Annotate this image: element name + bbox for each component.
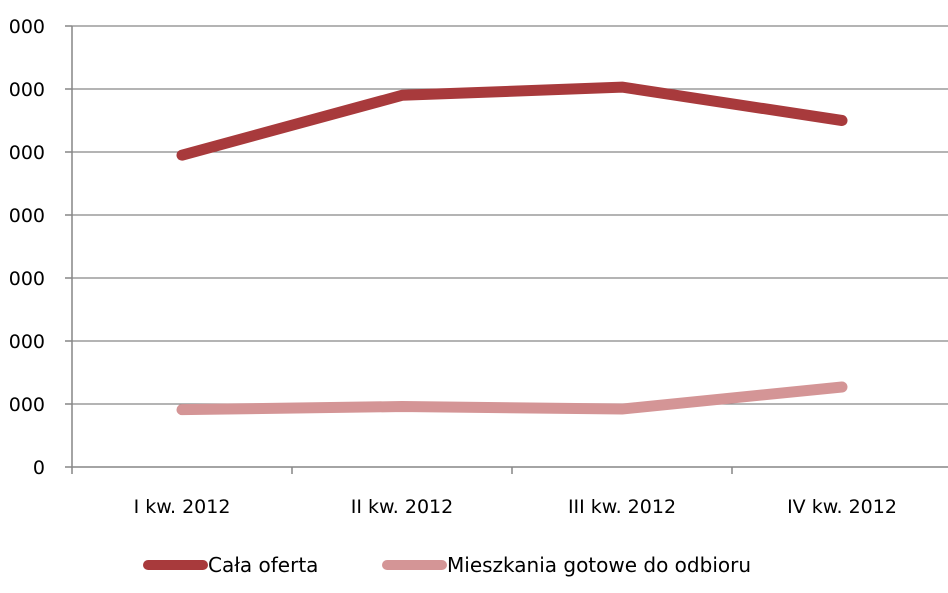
y-tick-label: 000 — [9, 331, 45, 353]
legend: Cała oferta Mieszkania gotowe do odbioru — [143, 553, 751, 577]
y-tick-label: 000 — [9, 79, 45, 101]
series-line-2 — [176, 381, 848, 416]
data-point — [181, 409, 183, 411]
y-tick-label: 000 — [9, 268, 45, 290]
data-point — [621, 408, 623, 410]
legend-label: Mieszkania gotowe do odbioru — [447, 553, 751, 577]
x-tick-label: I kw. 2012 — [134, 496, 231, 518]
series-lines — [176, 81, 848, 416]
data-point — [401, 406, 403, 408]
y-tick-label: 000 — [9, 16, 45, 38]
x-tick-label: III kw. 2012 — [568, 496, 676, 518]
y-tick-label: 000 — [9, 394, 45, 416]
legend-label: Cała oferta — [208, 553, 318, 577]
data-point — [841, 120, 843, 121]
gridlines — [72, 25, 948, 405]
data-point — [401, 94, 403, 96]
x-axis-ticks: I kw. 2012 II kw. 2012 III kw. 2012 IV kw. … — [71, 467, 897, 518]
x-tick-label: IV kw. 2012 — [787, 496, 897, 518]
y-tick-label: 000 — [9, 205, 45, 227]
x-tick-label: II kw. 2012 — [351, 496, 453, 518]
y-tick-label: 000 — [9, 142, 45, 164]
y-tick-label: 0 — [33, 457, 45, 479]
series-line-1 — [176, 81, 848, 161]
data-point — [841, 386, 843, 388]
data-point — [621, 86, 623, 88]
data-point — [181, 154, 183, 156]
